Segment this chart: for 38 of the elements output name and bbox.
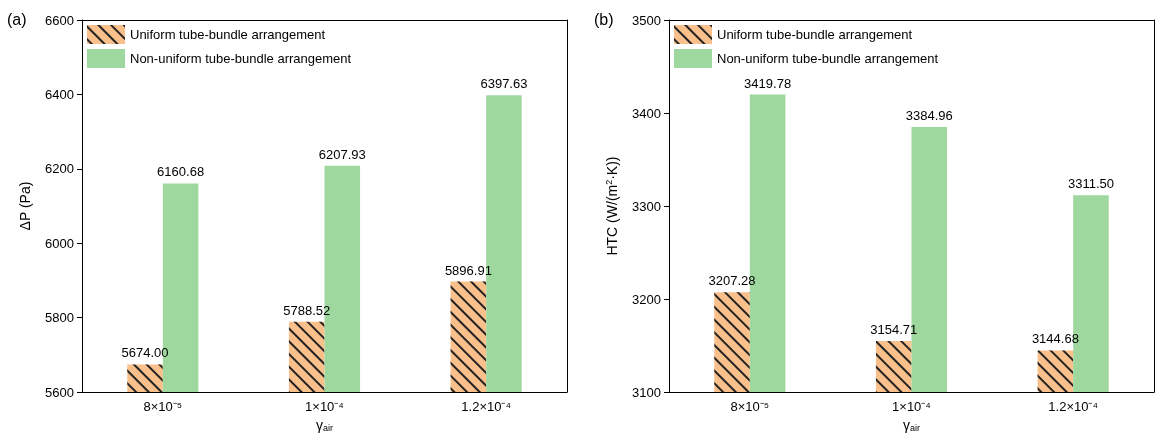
- data-label: 5674.00: [121, 345, 169, 361]
- data-label: 3144.68: [1031, 331, 1079, 347]
- chart-title: (a): [7, 10, 27, 28]
- x-tick-label: 1×10⁻⁴: [305, 399, 344, 414]
- y-tick-label: 6200: [45, 161, 74, 177]
- data-label: 3311.50: [1067, 176, 1114, 192]
- y-tick-label: 3200: [632, 291, 661, 307]
- data-label: 3207.28: [708, 273, 756, 289]
- y-tick-label: 5600: [45, 384, 74, 400]
- legend-label: Non-uniform tube-bundle arrangement: [717, 51, 939, 66]
- data-label: 3419.78: [744, 75, 792, 91]
- y-tick-label: 3400: [632, 105, 661, 121]
- data-label: 6397.63: [480, 76, 528, 92]
- data-label: 6207.93: [318, 146, 366, 162]
- data-label: 6160.68: [157, 164, 205, 180]
- y-tick-label: 3100: [632, 384, 661, 400]
- y-axis-title: ΔP (Pa): [17, 181, 33, 231]
- y-tick-label: 6400: [45, 86, 74, 102]
- x-axis-title: γair: [903, 416, 921, 433]
- y-tick-label: 5800: [45, 310, 74, 326]
- x-tick-label: 8×10⁻⁵: [730, 399, 770, 414]
- y-tick-label: 6600: [45, 12, 74, 28]
- data-label: 5788.52: [283, 302, 331, 318]
- data-label: 3384.96: [905, 107, 953, 123]
- x-tick-label: 1.2×10⁻⁴: [461, 399, 512, 414]
- x-tick-label: 8×10⁻⁵: [143, 399, 183, 414]
- data-label: 3154.71: [870, 322, 918, 338]
- x-axis-title: γair: [316, 416, 334, 433]
- chart-title: (b): [594, 10, 614, 28]
- y-tick-label: 3300: [632, 198, 661, 214]
- legend-label: Uniform tube-bundle arrangement: [717, 27, 913, 42]
- data-label: 5896.91: [444, 262, 492, 278]
- y-tick-label: 3500: [632, 12, 661, 28]
- x-tick-label: 1×10⁻⁴: [892, 399, 931, 414]
- x-tick-label: 1.2×10⁻⁴: [1048, 399, 1099, 414]
- legend-label: Uniform tube-bundle arrangement: [130, 27, 326, 42]
- legend-label: Non-uniform tube-bundle arrangement: [130, 51, 352, 66]
- y-tick-label: 6000: [45, 235, 74, 251]
